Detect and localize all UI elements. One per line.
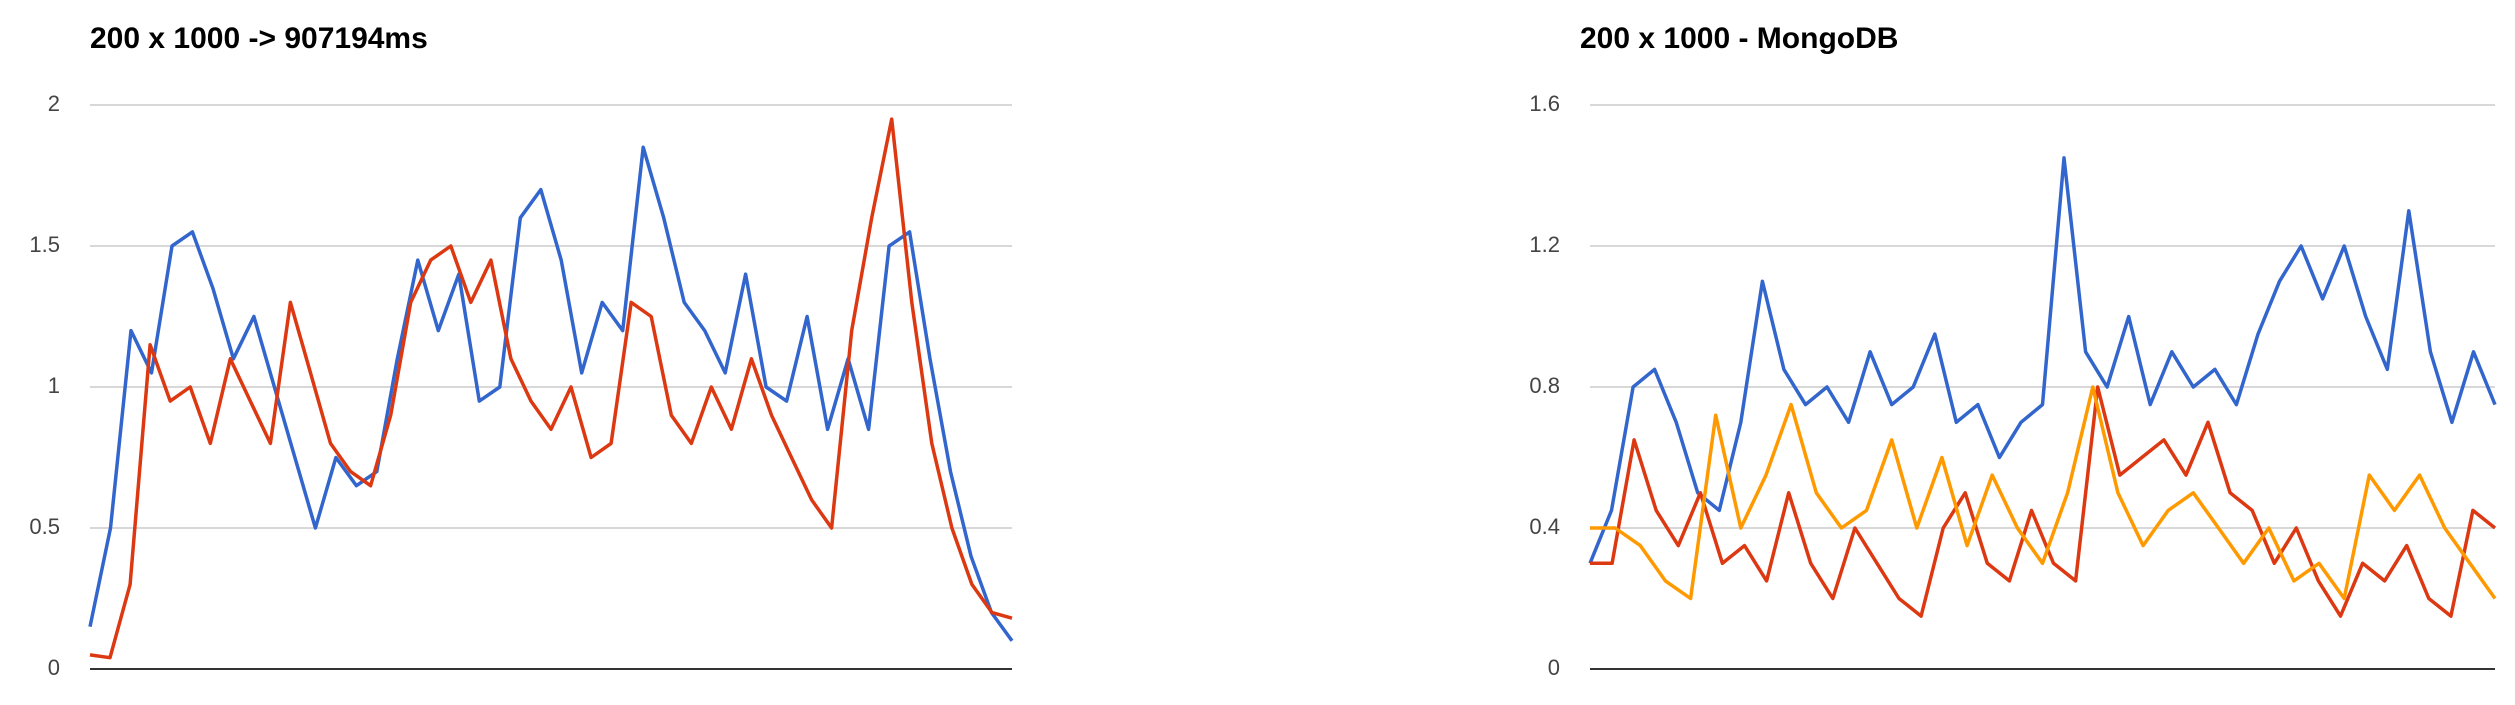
chart-title: 200 x 1000 - MongoDB [1580,22,1898,55]
series-line [89,117,1013,660]
y-tick-label: 1.5 [29,232,60,257]
y-tick-label: 1.2 [1529,232,1560,257]
y-tick-label: 0.5 [29,514,60,539]
chart-title: 200 x 1000 -> 907194ms [90,22,428,55]
y-tick-label: 1.6 [1529,91,1560,116]
y-tick-label: 0.4 [1529,514,1560,539]
y-tick-label: 0.8 [1529,373,1560,398]
series-line [1590,385,2497,618]
series-line [1590,385,2497,601]
y-tick-label: 0 [1548,655,1560,680]
y-tick-label: 1 [48,373,60,398]
series-line [1588,156,2497,564]
series-line [88,145,1014,642]
y-tick-label: 0 [48,655,60,680]
y-tick-label: 2 [48,91,60,116]
